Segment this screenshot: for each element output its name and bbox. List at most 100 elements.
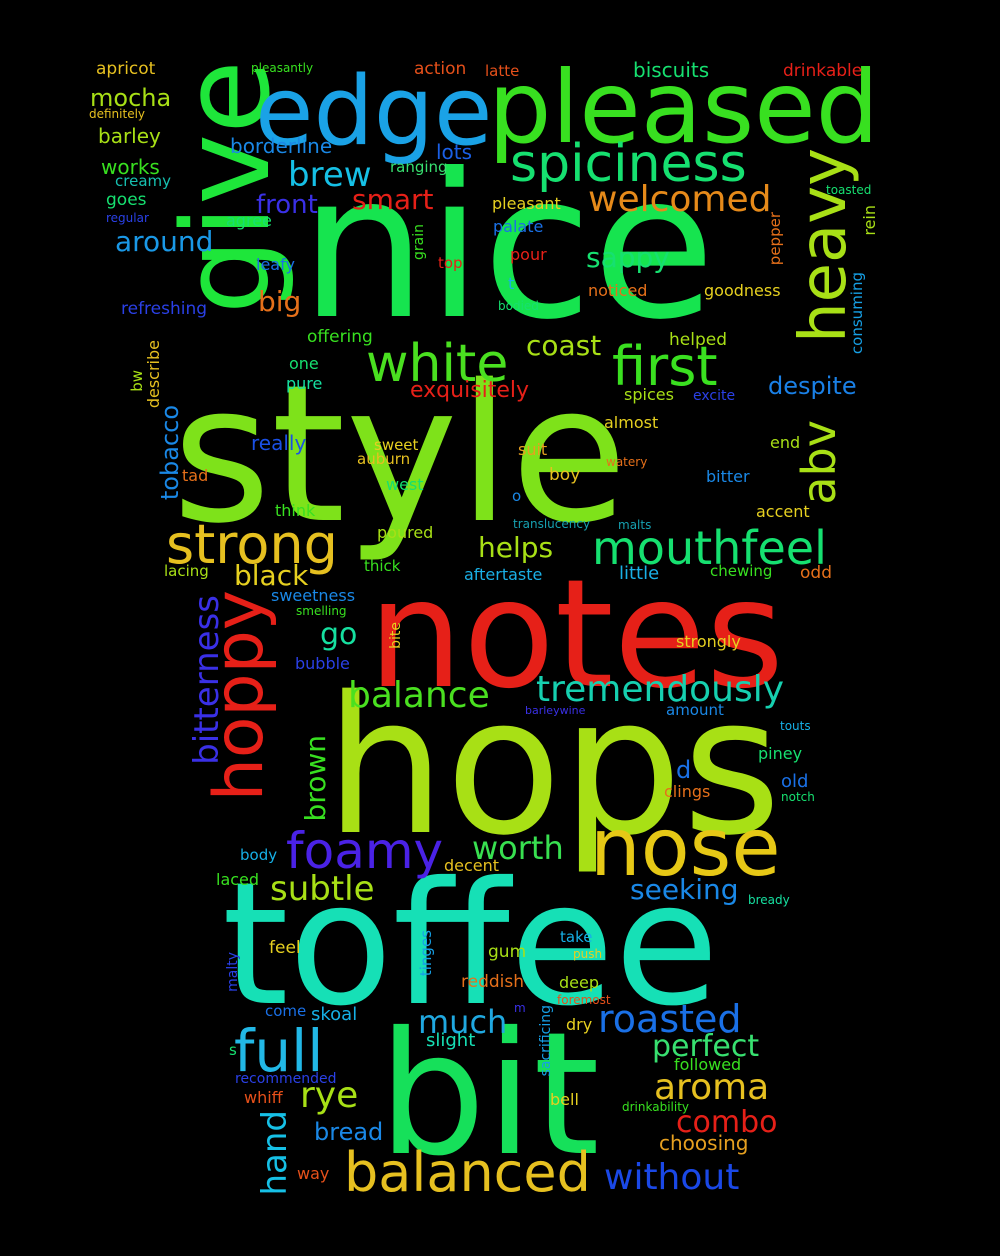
word: take [560, 928, 593, 946]
word: thick [364, 557, 401, 575]
word: hand [255, 1110, 295, 1196]
word: end [770, 433, 801, 452]
word: despite [768, 372, 857, 400]
word: seeking [630, 873, 739, 906]
word: refreshing [121, 299, 208, 319]
word: tobacco [156, 405, 184, 501]
word: drinkable [783, 61, 863, 81]
word: watery [606, 455, 648, 469]
word: spiciness [510, 134, 747, 194]
word: whiff [244, 1088, 283, 1107]
word: amount [666, 701, 724, 719]
word: toffee [222, 846, 719, 1044]
word: apricot [96, 59, 156, 79]
word: hops [325, 656, 782, 877]
word: bite [388, 622, 404, 649]
word: excite [693, 388, 736, 404]
word: laced [216, 870, 260, 889]
word: perfect [652, 1029, 760, 1064]
word: borderline [230, 134, 333, 158]
word: around [115, 225, 214, 258]
word: nice [300, 131, 716, 364]
word: balance [348, 675, 490, 716]
word: malts [618, 518, 652, 532]
word: body [240, 846, 278, 864]
word: brown [299, 735, 332, 822]
word: much [418, 1003, 508, 1041]
word: skoal [311, 1004, 358, 1025]
word: go [320, 617, 358, 652]
word: exquisitely [410, 378, 530, 403]
word: helps [478, 531, 554, 564]
word: heavy [787, 148, 861, 343]
word: first [612, 335, 718, 398]
word: bw [128, 370, 146, 392]
word: come [265, 1002, 307, 1020]
word: mocha [90, 84, 172, 112]
word: tinges [417, 930, 435, 977]
word: tad [182, 466, 209, 485]
word: abv [792, 420, 846, 505]
word: poured [377, 523, 434, 542]
word: agree [226, 211, 272, 230]
word: edge [255, 57, 493, 167]
word: rye [300, 1075, 359, 1116]
word: barley [98, 124, 161, 148]
word: lots [436, 140, 473, 164]
word: welcomed [588, 179, 772, 220]
word: old [781, 771, 809, 792]
word: notch [781, 790, 815, 804]
word: feel [269, 938, 301, 958]
word: full [234, 1017, 324, 1085]
word: translucency [513, 517, 591, 531]
word: sappy [586, 241, 670, 274]
word: bubble [295, 654, 350, 673]
word: foremost [557, 993, 611, 1007]
word: leafy [256, 255, 295, 274]
word: way [297, 1164, 330, 1183]
word: bit [378, 996, 600, 1194]
word: reddish [461, 972, 525, 992]
word: bell [550, 1090, 579, 1109]
word: works [101, 155, 160, 179]
word: definitely [89, 107, 146, 121]
word: black [234, 559, 309, 592]
word: mouthfeel [592, 521, 827, 575]
word: describe [144, 340, 163, 409]
word: rein [860, 205, 879, 236]
word: recommended [235, 1071, 337, 1087]
word: noticed [588, 281, 648, 300]
word: toasted [826, 183, 872, 197]
word: biscuits [633, 58, 710, 82]
word: push [573, 947, 603, 961]
word: latte [485, 62, 520, 80]
word: roasted [598, 997, 742, 1041]
word: style [172, 344, 628, 565]
word: pure [286, 374, 323, 393]
word: suit [518, 440, 548, 459]
word: spices [624, 385, 674, 404]
word: bread [314, 1118, 384, 1146]
word: bitter [706, 467, 750, 486]
word: t [508, 274, 515, 293]
word: combo [676, 1105, 778, 1140]
word: smelling [296, 604, 347, 618]
word: grain [411, 224, 427, 260]
word: one [289, 354, 319, 373]
word: worth [472, 829, 564, 867]
word: aroma [654, 1067, 770, 1108]
word: decent [444, 856, 500, 875]
word: lacing [164, 562, 209, 580]
word: pour [510, 245, 547, 264]
word: without [604, 1157, 740, 1198]
word: sacrificing [538, 1005, 554, 1077]
word: ranging [390, 158, 448, 176]
word: strongly [676, 632, 741, 651]
word: front [256, 190, 318, 220]
word: odd [800, 563, 832, 583]
word: nose [590, 801, 781, 894]
word: d [676, 756, 692, 784]
word: barleywine [525, 704, 586, 717]
word: malty [225, 952, 241, 992]
